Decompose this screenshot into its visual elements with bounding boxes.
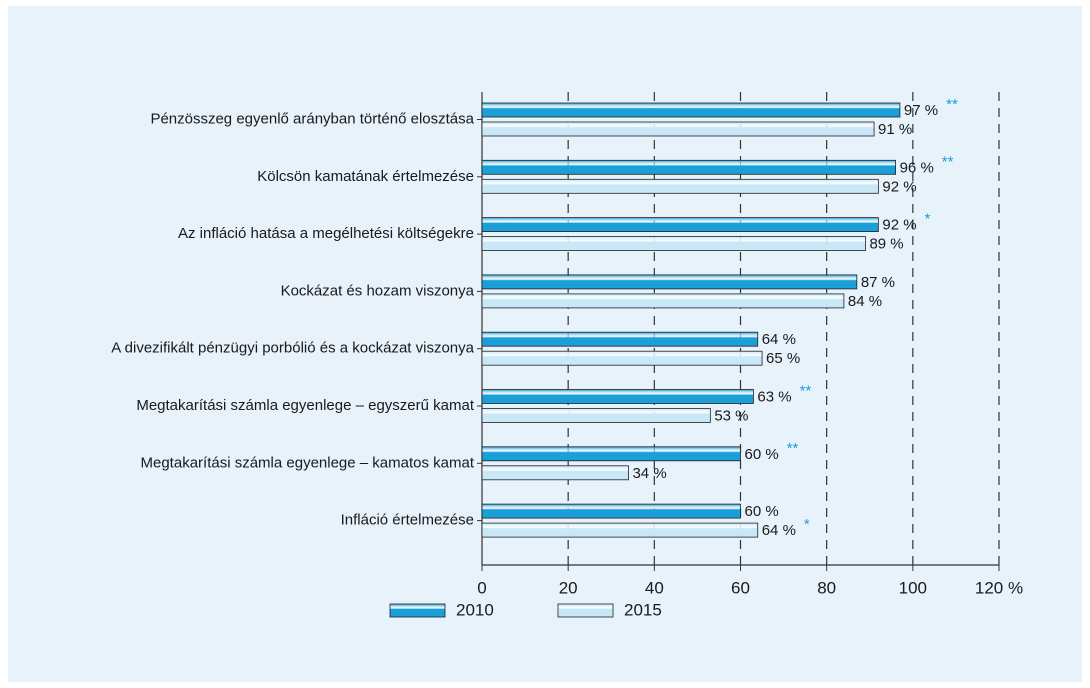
x-tick-label: 80 bbox=[817, 578, 836, 597]
x-tick-label: 120 % bbox=[975, 578, 1023, 597]
y-tick-label: Megtakarítási számla egyenlege – kamatos… bbox=[141, 454, 475, 471]
y-tick-label: Pénzösszeg egyenlő arányban történő elos… bbox=[150, 110, 474, 127]
bar bbox=[481, 503, 741, 519]
bar bbox=[481, 217, 879, 233]
significance-mark: ** bbox=[787, 440, 799, 457]
value-label: 87 % bbox=[861, 274, 895, 291]
y-tick-label: Kölcsön kamatának értelmezése bbox=[257, 168, 474, 185]
value-label: 34 % bbox=[632, 465, 666, 482]
significance-mark: ** bbox=[942, 153, 954, 170]
value-label: 96 % bbox=[900, 159, 934, 176]
bar bbox=[481, 236, 866, 252]
bar bbox=[481, 522, 759, 538]
significance-mark: * bbox=[804, 516, 810, 533]
y-tick-label: Infláció értelmezése bbox=[341, 512, 474, 529]
y-tick-label: A divezifikált pénzügyi porbólió és a ko… bbox=[111, 340, 474, 357]
bar bbox=[481, 465, 629, 481]
value-label: 60 % bbox=[745, 503, 779, 520]
value-label: 92 % bbox=[882, 217, 916, 234]
legend-swatch bbox=[557, 603, 614, 618]
bar bbox=[481, 293, 845, 309]
value-label: 60 % bbox=[745, 446, 779, 463]
value-label: 89 % bbox=[869, 236, 903, 253]
x-tick-label: 40 bbox=[645, 578, 664, 597]
x-tick-label: 60 bbox=[731, 578, 750, 597]
value-label: 64 % bbox=[762, 331, 796, 348]
bar bbox=[481, 389, 754, 404]
value-label: 64 % bbox=[762, 522, 796, 539]
bar bbox=[481, 331, 759, 347]
legend-swatch bbox=[389, 603, 446, 618]
bar bbox=[481, 274, 858, 290]
y-tick-label: Az infláció hatása a megélhetési költség… bbox=[178, 225, 474, 242]
bar bbox=[481, 121, 875, 137]
y-tick-label: Megtakarítási számla egyenlege – egyszer… bbox=[136, 397, 475, 414]
bar bbox=[481, 350, 763, 366]
significance-mark: ** bbox=[946, 96, 958, 113]
value-label: 63 % bbox=[757, 388, 791, 405]
bar bbox=[481, 178, 879, 194]
value-label: 92 % bbox=[882, 178, 916, 195]
significance-mark: ** bbox=[800, 382, 812, 399]
x-tick-label: 100 bbox=[899, 578, 927, 597]
y-tick-label: Kockázat és hozam viszonya bbox=[281, 282, 475, 299]
value-label: 91 % bbox=[878, 121, 912, 138]
bar bbox=[481, 102, 901, 118]
x-tick-label: 0 bbox=[477, 578, 486, 597]
value-label: 53 % bbox=[714, 407, 748, 424]
significance-mark: * bbox=[925, 211, 931, 228]
x-tick-label: 20 bbox=[559, 578, 578, 597]
bar bbox=[481, 446, 741, 462]
legend-label: 2015 bbox=[624, 600, 662, 619]
legend-label: 2010 bbox=[456, 600, 494, 619]
bar bbox=[481, 408, 711, 423]
value-label: 65 % bbox=[766, 350, 800, 367]
bar bbox=[481, 159, 897, 175]
value-label: 97 % bbox=[904, 102, 938, 119]
value-label: 84 % bbox=[848, 293, 882, 310]
